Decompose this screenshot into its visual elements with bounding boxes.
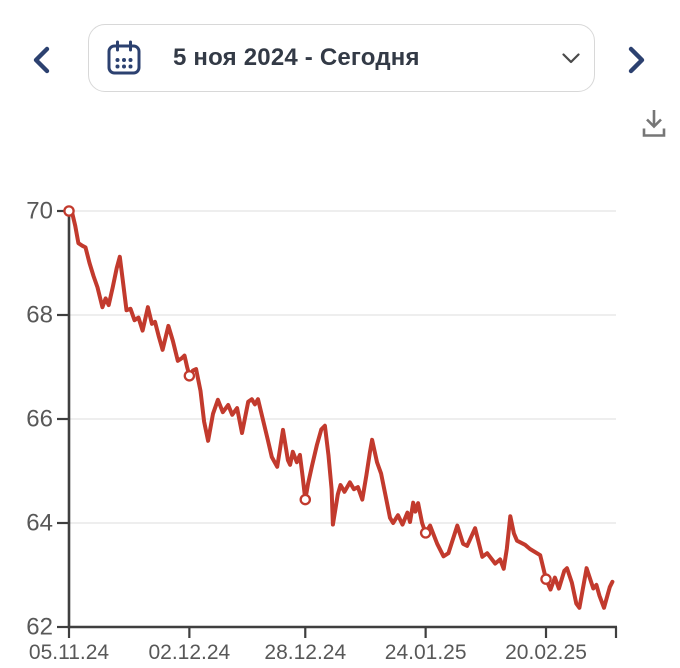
chart-area: 70 68 66 64 62 05.11.24 02.12.24 28.12.24 24.01.…: [0, 128, 680, 668]
x-axis-label: 24.01.25: [385, 641, 467, 664]
date-range-label: 5 ноя 2024 - Сегодня: [173, 44, 420, 71]
data-point-marker: [299, 493, 312, 506]
data-point-marker: [419, 527, 432, 539]
download-button[interactable]: [634, 102, 674, 146]
chevron-left-icon: [33, 46, 50, 74]
y-axis-label: 64: [26, 510, 53, 537]
next-period-button[interactable]: [620, 42, 652, 78]
x-axis-label: 20.02.25: [505, 641, 587, 664]
x-axis-label: 05.11.24: [29, 641, 110, 664]
y-axis-label: 68: [26, 302, 53, 329]
chevron-down-icon: [562, 52, 580, 63]
y-axis-label: 66: [26, 406, 53, 433]
calendar-icon: [107, 40, 141, 75]
data-point-marker: [540, 573, 552, 585]
x-axis-label: 02.12.24: [148, 641, 230, 664]
date-range-selector[interactable]: 5 ноя 2024 - Сегодня: [88, 24, 595, 92]
chevron-right-icon: [628, 46, 645, 74]
price-line: [67, 209, 615, 610]
x-axis-label: 28.12.24: [264, 641, 346, 664]
data-point-marker: [63, 205, 75, 217]
data-point-marker: [183, 370, 196, 382]
download-icon: [642, 110, 666, 137]
y-axis-label: 62: [26, 614, 53, 641]
y-axis-label: 70: [26, 198, 53, 225]
prev-period-button[interactable]: [26, 42, 58, 78]
